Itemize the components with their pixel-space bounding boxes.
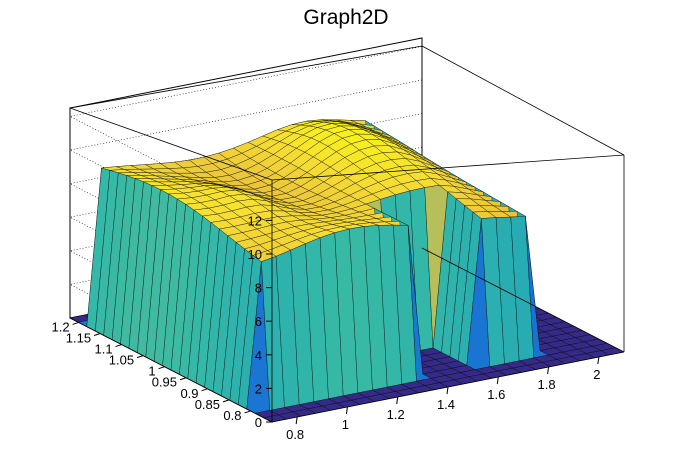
x-tick-label: 1.8 — [538, 377, 556, 392]
x-tick — [396, 396, 399, 405]
box-edge — [69, 45, 423, 109]
x-tick-label: 1.6 — [487, 387, 505, 402]
y-tick — [72, 321, 79, 325]
y-tick — [201, 388, 208, 392]
y-tick-label: 0.8 — [223, 408, 241, 423]
y-tick-label: 1.15 — [66, 330, 91, 345]
box-edge — [69, 317, 273, 423]
x-tick-label: 1.2 — [387, 407, 405, 422]
x-tick — [597, 356, 600, 365]
y-tick-label: 1.1 — [94, 342, 112, 357]
y-tick — [179, 377, 187, 381]
x-tick-label: 0.8 — [286, 427, 304, 442]
x-tick-label: 2 — [593, 367, 600, 382]
z-tick-label: 10 — [248, 247, 262, 262]
y-tick-label: 0.9 — [180, 386, 198, 401]
z-axis: 0 2 4 6 8 10 12 — [248, 213, 272, 430]
box-edge — [421, 45, 625, 156]
x-tick — [547, 366, 550, 375]
x-axis: 0.8 1 1.2 1.4 1.6 1.8 2 — [286, 356, 600, 442]
box-edge — [271, 154, 625, 181]
x-tick — [295, 416, 298, 425]
box-edge — [421, 247, 625, 353]
y-tick — [136, 355, 144, 359]
x-tick-label: 1 — [342, 417, 349, 432]
z-tick-label: 2 — [255, 381, 262, 396]
z-tick-label: 8 — [255, 281, 262, 296]
y-tick-label: 0.85 — [195, 397, 220, 412]
y-tick — [93, 333, 101, 336]
chart-title: Graph2D — [303, 6, 388, 29]
y-tick — [244, 410, 251, 414]
y-axis: 0.80.850.90.951 1.051.11.151.2 — [52, 319, 251, 423]
box-edge — [69, 107, 273, 181]
y-tick-label: 0.95 — [152, 375, 177, 390]
x-tick — [345, 406, 348, 415]
y-tick-label: 1.05 — [109, 353, 134, 368]
x-tick-label: 1.4 — [437, 397, 455, 412]
z-tick-label: 4 — [255, 348, 262, 363]
surface-plot — [69, 119, 625, 423]
z-tick-label: 12 — [248, 213, 262, 228]
z-tick-label: 0 — [255, 415, 262, 430]
y-tick-label: 1 — [148, 364, 155, 379]
y-tick — [115, 344, 122, 348]
x-tick — [496, 376, 499, 385]
y-tick — [222, 399, 230, 403]
z-tick-label: 6 — [255, 314, 262, 329]
y-tick-label: 1.2 — [52, 319, 70, 334]
y-tick — [158, 366, 165, 370]
x-tick — [446, 386, 449, 395]
